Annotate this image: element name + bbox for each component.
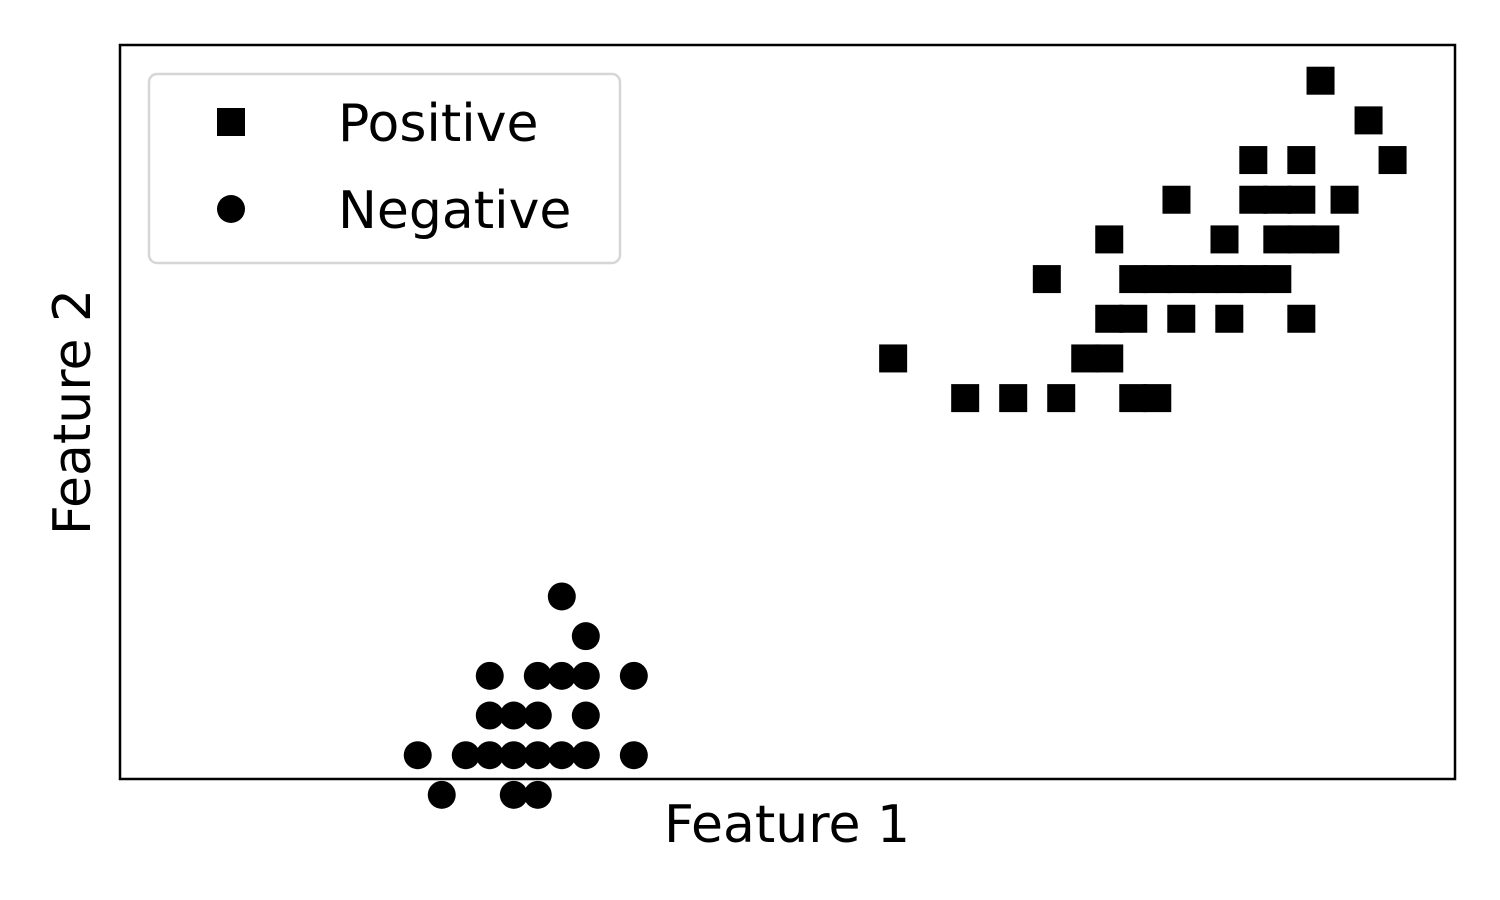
positive-point [1095,225,1124,254]
positive-point [1287,185,1316,214]
positive-point [1210,225,1239,254]
positive-point [1167,304,1196,333]
positive-point [1263,185,1292,214]
negative-point [427,780,456,809]
positive-point [1239,265,1268,294]
positive-point [1263,265,1292,294]
negative-point [475,661,504,690]
positive-point [1191,265,1220,294]
positive-point [1215,265,1244,294]
legend-square-marker-icon [217,108,245,136]
positive-point [1095,304,1124,333]
y-axis-label: Feature 2 [43,289,103,535]
negative-point [475,701,504,730]
positive-point [1071,344,1100,373]
legend-label-negative: Negative [338,181,571,241]
positive-point [1287,304,1316,333]
negative-point [499,780,528,809]
positive-point [1119,304,1148,333]
negative-point [523,780,552,809]
negative-point [571,661,600,690]
legend-box [147,72,622,265]
positive-point [1287,225,1316,254]
negative-point [547,661,576,690]
positive-point [1287,146,1316,175]
positive-point [1095,344,1124,373]
positive-point [1143,384,1172,413]
x-axis-label: Feature 1 [664,795,910,855]
positive-point [1047,384,1076,413]
negative-point [571,701,600,730]
data-marks [403,66,1407,809]
negative-point [451,741,480,770]
positive-point [1162,185,1191,214]
positive-point [879,344,908,373]
positive-point [1239,146,1268,175]
positive-point [1354,106,1383,135]
negative-point [547,741,576,770]
positive-point [1119,384,1148,413]
positive-point [1263,225,1292,254]
legend: Positive Negative [147,72,622,265]
positive-point [951,384,980,413]
positive-point [1143,265,1172,294]
positive-point [1032,265,1061,294]
positive-point [1119,265,1148,294]
negative-point [523,701,552,730]
positive-point [999,384,1028,413]
negative-point [571,741,600,770]
positive-point [1215,304,1244,333]
legend-circle-marker-icon [217,195,245,223]
positive-point [1306,66,1335,95]
negative-point [475,741,504,770]
positive-point [1239,185,1268,214]
negative-point [499,701,528,730]
negative-point [619,661,648,690]
positive-point [1378,146,1407,175]
positive-point [1311,225,1340,254]
negative-point [403,741,432,770]
legend-label-positive: Positive [338,94,538,154]
negative-point [499,741,528,770]
negative-point [619,741,648,770]
negative-point [547,582,576,611]
negative-point [523,741,552,770]
negative-point [571,622,600,651]
negative-point [523,661,552,690]
positive-point [1330,185,1359,214]
positive-point [1167,265,1196,294]
